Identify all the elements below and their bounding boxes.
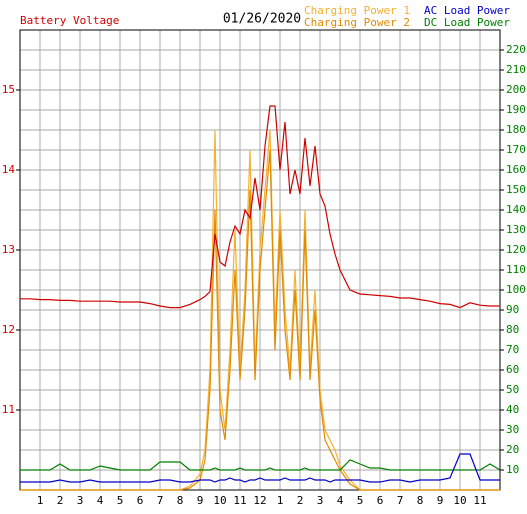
- y-tick-label: 13: [2, 243, 15, 256]
- x-tick-label: 4: [97, 494, 104, 507]
- y2-tick-label: 140: [506, 203, 526, 216]
- y-tick-label: 12: [2, 323, 15, 336]
- x-tick-label: 1: [37, 494, 44, 507]
- y2-tick-label: 20: [506, 443, 519, 456]
- x-tick-label: 9: [437, 494, 444, 507]
- y2-tick-label: 30: [506, 423, 519, 436]
- y-tick-label: 11: [2, 403, 15, 416]
- plot-border: [19, 29, 501, 491]
- x-tick-label: 3: [77, 494, 84, 507]
- series-line: [20, 459, 501, 471]
- y2-tick-label: 120: [506, 243, 526, 256]
- y2-tick-label: 110: [506, 263, 526, 276]
- y2-tick-label: 200: [506, 83, 526, 96]
- x-tick-label: 11: [233, 494, 246, 507]
- legend-entry: AC Load Power: [424, 4, 510, 17]
- y2-tick-label: 70: [506, 343, 519, 356]
- y2-tick-label: 60: [506, 363, 519, 376]
- x-tick-label: 2: [297, 494, 304, 507]
- y2-tick-label: 130: [506, 223, 526, 236]
- x-tick-label: 2: [57, 494, 64, 507]
- x-tick-label: 10: [453, 494, 466, 507]
- y2-tick-label: 220: [506, 43, 526, 56]
- y2-tick-label: 180: [506, 123, 526, 136]
- x-tick-label: 6: [377, 494, 384, 507]
- legend-entry: Charging Power 1: [304, 4, 410, 17]
- y2-tick-label: 50: [506, 383, 519, 396]
- x-tick-label: 10: [213, 494, 226, 507]
- y-tick-label: 14: [2, 163, 16, 176]
- y2-tick-label: 10: [506, 463, 519, 476]
- series-line: [20, 105, 500, 309]
- x-tick-label: 4: [337, 494, 344, 507]
- legend-entry: Charging Power 2: [304, 16, 410, 29]
- y2-tick-label: 170: [506, 143, 526, 156]
- y-tick-label: 15: [2, 83, 15, 96]
- x-tick-label: 8: [177, 494, 184, 507]
- y2-tick-label: 90: [506, 303, 519, 316]
- y2-tick-label: 210: [506, 63, 526, 76]
- x-tick-label: 12: [253, 494, 266, 507]
- x-tick-label: 8: [417, 494, 424, 507]
- series-line: [20, 149, 500, 491]
- x-tick-label: 3: [317, 494, 324, 507]
- x-tick-label: 1: [277, 494, 284, 507]
- y2-tick-label: 190: [506, 103, 526, 116]
- x-tick-label: 6: [137, 494, 144, 507]
- x-tick-label: 11: [473, 494, 486, 507]
- left-axis-title: Battery Voltage: [20, 14, 119, 27]
- series-line: [20, 453, 500, 483]
- x-tick-label: 5: [117, 494, 124, 507]
- x-tick-label: 7: [157, 494, 164, 507]
- y2-tick-label: 80: [506, 323, 519, 336]
- y2-tick-label: 100: [506, 283, 526, 296]
- chart-title: 01/26/2020: [223, 12, 301, 27]
- x-tick-label: 9: [197, 494, 204, 507]
- legend-entry: DC Load Power: [424, 16, 510, 29]
- x-tick-label: 5: [357, 494, 364, 507]
- y2-tick-label: 40: [506, 403, 519, 416]
- y2-tick-label: 150: [506, 183, 526, 196]
- x-tick-label: 7: [397, 494, 404, 507]
- y2-tick-label: 160: [506, 163, 526, 176]
